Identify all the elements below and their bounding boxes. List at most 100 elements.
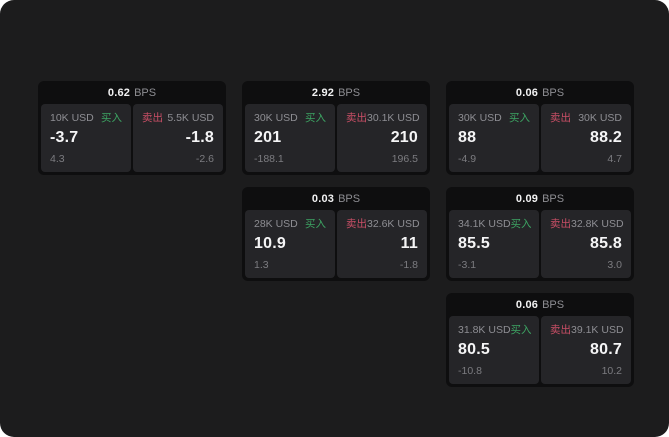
sell-sub-value: 196.5 bbox=[391, 153, 418, 165]
buy-sub-value: -10.8 bbox=[458, 365, 482, 377]
quote-body: 30K USD 买入 201 -188.1 卖出 30.1K USD 210 1… bbox=[245, 104, 427, 172]
buy-amount-label: 30K USD bbox=[458, 112, 502, 124]
buy-sub-value: 4.3 bbox=[50, 153, 65, 165]
sell-amount-label: 32.6K USD bbox=[367, 218, 420, 230]
sell-panel-top: 卖出 30K USD bbox=[550, 112, 622, 124]
spread-value: 0.03 bbox=[311, 192, 335, 205]
buy-quote-panel[interactable]: 30K USD 买入 201 -188.1 bbox=[245, 104, 335, 172]
spread-value: 0.06 bbox=[515, 298, 539, 311]
bps-unit-label: BPS bbox=[134, 86, 157, 99]
buy-amount-label: 30K USD bbox=[254, 112, 298, 124]
sell-panel-top: 卖出 32.8K USD bbox=[550, 218, 624, 230]
sell-panel-top: 卖出 30.1K USD bbox=[346, 112, 420, 124]
sell-side-label: 卖出 bbox=[550, 324, 571, 336]
buy-panel-top: 34.1K USD 买入 bbox=[458, 218, 532, 230]
cards-grid: 0.62 BPS 10K USD 买入 -3.7 4.3 卖出 5.5K USD… bbox=[38, 81, 634, 387]
sell-panel-top: 卖出 32.6K USD bbox=[346, 218, 420, 230]
sell-sub-value: -1.8 bbox=[399, 259, 418, 271]
buy-price-value: 88 bbox=[458, 129, 477, 146]
sell-price-value: -1.8 bbox=[185, 129, 214, 146]
buy-sub-value: 1.3 bbox=[254, 259, 269, 271]
sell-price-value: 88.2 bbox=[590, 129, 622, 146]
sell-quote-panel[interactable]: 卖出 32.8K USD 85.8 3.0 bbox=[541, 210, 631, 278]
buy-price-value: 80.5 bbox=[458, 341, 490, 358]
sell-quote-panel[interactable]: 卖出 5.5K USD -1.8 -2.6 bbox=[133, 104, 223, 172]
quote-card: 0.09 BPS 34.1K USD 买入 85.5 -3.1 卖出 32.8K… bbox=[446, 187, 634, 281]
sell-side-label: 卖出 bbox=[550, 218, 571, 230]
buy-side-label: 买入 bbox=[305, 112, 326, 124]
bps-unit-label: BPS bbox=[338, 192, 361, 205]
buy-side-label: 买入 bbox=[101, 112, 122, 124]
quote-body: 28K USD 买入 10.9 1.3 卖出 32.6K USD 11 -1.8 bbox=[245, 210, 427, 278]
quote-card: 0.06 BPS 30K USD 买入 88 -4.9 卖出 30K USD 8… bbox=[446, 81, 634, 175]
buy-quote-panel[interactable]: 30K USD 买入 88 -4.9 bbox=[449, 104, 539, 172]
sell-price-value: 85.8 bbox=[590, 235, 622, 252]
buy-panel-top: 30K USD 买入 bbox=[458, 112, 530, 124]
sell-panel-top: 卖出 39.1K USD bbox=[550, 324, 624, 336]
bps-unit-label: BPS bbox=[542, 192, 565, 205]
sell-sub-value: 3.0 bbox=[607, 259, 622, 271]
buy-side-label: 买入 bbox=[510, 218, 532, 230]
quote-body: 30K USD 买入 88 -4.9 卖出 30K USD 88.2 4.7 bbox=[449, 104, 631, 172]
sell-quote-panel[interactable]: 卖出 32.6K USD 11 -1.8 bbox=[337, 210, 427, 278]
spread-value: 0.62 bbox=[107, 86, 131, 99]
spread-header: 0.09 BPS bbox=[446, 187, 634, 210]
quote-card: 0.06 BPS 31.8K USD 买入 80.5 -10.8 卖出 39.1… bbox=[446, 293, 634, 387]
quote-body: 10K USD 买入 -3.7 4.3 卖出 5.5K USD -1.8 -2.… bbox=[41, 104, 223, 172]
buy-sub-value: -3.1 bbox=[458, 259, 477, 271]
quote-card: 0.62 BPS 10K USD 买入 -3.7 4.3 卖出 5.5K USD… bbox=[38, 81, 226, 175]
buy-panel-top: 28K USD 买入 bbox=[254, 218, 326, 230]
sell-price-value: 80.7 bbox=[590, 341, 622, 358]
quote-body: 31.8K USD 买入 80.5 -10.8 卖出 39.1K USD 80.… bbox=[449, 316, 631, 384]
buy-price-value: 201 bbox=[254, 129, 282, 146]
buy-price-value: 85.5 bbox=[458, 235, 490, 252]
buy-panel-top: 10K USD 买入 bbox=[50, 112, 122, 124]
buy-panel-top: 31.8K USD 买入 bbox=[458, 324, 532, 336]
quote-card: 2.92 BPS 30K USD 买入 201 -188.1 卖出 30.1K … bbox=[242, 81, 430, 175]
buy-quote-panel[interactable]: 28K USD 买入 10.9 1.3 bbox=[245, 210, 335, 278]
spread-header: 0.62 BPS bbox=[38, 81, 226, 104]
buy-amount-label: 34.1K USD bbox=[458, 218, 511, 230]
bps-unit-label: BPS bbox=[542, 298, 565, 311]
spread-value: 0.09 bbox=[515, 192, 539, 205]
spread-header: 0.03 BPS bbox=[242, 187, 430, 210]
buy-side-label: 买入 bbox=[305, 218, 326, 230]
sell-amount-label: 30.1K USD bbox=[367, 112, 420, 124]
spread-header: 0.06 BPS bbox=[446, 293, 634, 316]
sell-panel-top: 卖出 5.5K USD bbox=[142, 112, 214, 124]
quote-card: 0.03 BPS 28K USD 买入 10.9 1.3 卖出 32.6K US… bbox=[242, 187, 430, 281]
buy-price-value: 10.9 bbox=[254, 235, 286, 252]
buy-quote-panel[interactable]: 31.8K USD 买入 80.5 -10.8 bbox=[449, 316, 539, 384]
sell-amount-label: 32.8K USD bbox=[571, 218, 624, 230]
spread-value: 2.92 bbox=[311, 86, 335, 99]
sell-quote-panel[interactable]: 卖出 30K USD 88.2 4.7 bbox=[541, 104, 631, 172]
buy-panel-top: 30K USD 买入 bbox=[254, 112, 326, 124]
sell-amount-label: 39.1K USD bbox=[571, 324, 624, 336]
bps-unit-label: BPS bbox=[542, 86, 565, 99]
sell-quote-panel[interactable]: 卖出 30.1K USD 210 196.5 bbox=[337, 104, 427, 172]
buy-quote-panel[interactable]: 10K USD 买入 -3.7 4.3 bbox=[41, 104, 131, 172]
sell-amount-label: 30K USD bbox=[578, 112, 622, 124]
buy-sub-value: -188.1 bbox=[254, 153, 284, 165]
buy-amount-label: 10K USD bbox=[50, 112, 94, 124]
spread-header: 0.06 BPS bbox=[446, 81, 634, 104]
sell-side-label: 卖出 bbox=[550, 112, 571, 124]
spread-header: 2.92 BPS bbox=[242, 81, 430, 104]
sell-side-label: 卖出 bbox=[142, 112, 163, 124]
buy-amount-label: 28K USD bbox=[254, 218, 298, 230]
sell-sub-value: 10.2 bbox=[601, 365, 622, 377]
sell-sub-value: 4.7 bbox=[607, 153, 622, 165]
sell-side-label: 卖出 bbox=[346, 112, 367, 124]
sell-price-value: 11 bbox=[400, 235, 418, 252]
buy-amount-label: 31.8K USD bbox=[458, 324, 511, 336]
bps-unit-label: BPS bbox=[338, 86, 361, 99]
buy-price-value: -3.7 bbox=[50, 129, 79, 146]
buy-side-label: 买入 bbox=[510, 324, 532, 336]
spread-value: 0.06 bbox=[515, 86, 539, 99]
buy-side-label: 买入 bbox=[509, 112, 530, 124]
buy-quote-panel[interactable]: 34.1K USD 买入 85.5 -3.1 bbox=[449, 210, 539, 278]
quote-body: 34.1K USD 买入 85.5 -3.1 卖出 32.8K USD 85.8… bbox=[449, 210, 631, 278]
sell-sub-value: -2.6 bbox=[195, 153, 214, 165]
sell-quote-panel[interactable]: 卖出 39.1K USD 80.7 10.2 bbox=[541, 316, 631, 384]
